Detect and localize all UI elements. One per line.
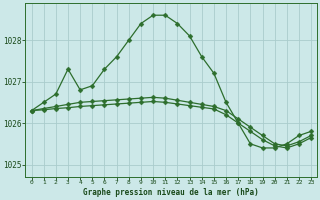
X-axis label: Graphe pression niveau de la mer (hPa): Graphe pression niveau de la mer (hPa) xyxy=(84,188,259,197)
